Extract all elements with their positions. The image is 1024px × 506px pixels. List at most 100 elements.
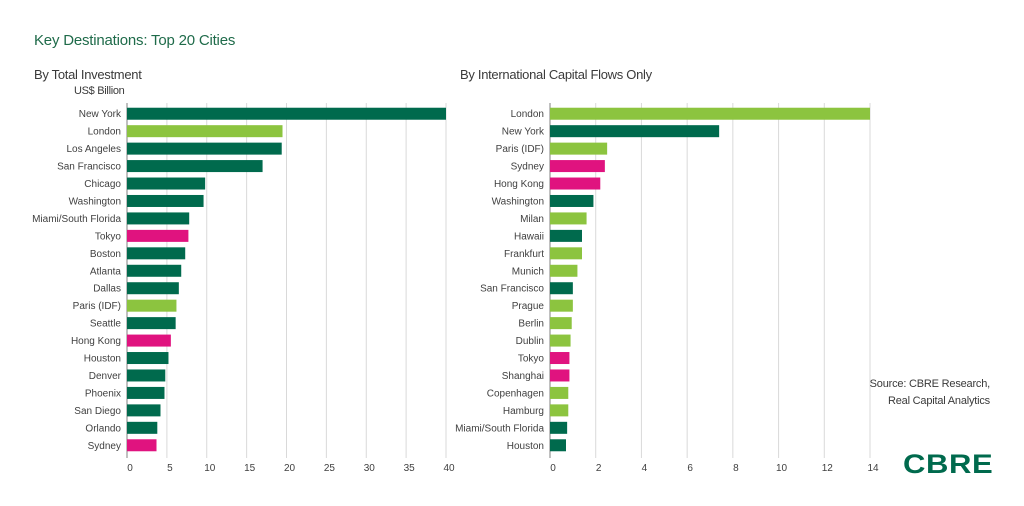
bar xyxy=(127,317,176,330)
bar xyxy=(127,194,204,207)
x-tick-label: 35 xyxy=(404,463,416,474)
bar xyxy=(550,439,566,452)
bar xyxy=(127,439,157,452)
category-label: Orlando xyxy=(85,423,121,434)
x-tick-label: 5 xyxy=(167,463,173,474)
category-label: Hamburg xyxy=(503,406,544,417)
bar xyxy=(550,194,594,207)
category-label: Paris (IDF) xyxy=(73,301,121,312)
category-label: New York xyxy=(502,127,545,138)
category-label: Tokyo xyxy=(518,354,545,365)
category-label: Milan xyxy=(520,214,544,225)
x-tick-label: 12 xyxy=(822,463,834,474)
bar xyxy=(127,264,182,277)
x-tick-label: 0 xyxy=(127,463,133,474)
category-label: Miami/South Florida xyxy=(455,423,544,434)
bar xyxy=(550,299,573,312)
bar xyxy=(550,282,573,295)
x-tick-label: 6 xyxy=(687,463,693,474)
category-label: Sydney xyxy=(88,441,121,452)
bar xyxy=(127,160,263,173)
x-tick-label: 14 xyxy=(867,463,879,474)
x-tick-label: 30 xyxy=(364,463,376,474)
bar xyxy=(550,107,870,120)
x-tick-label: 8 xyxy=(733,463,739,474)
category-label: San Francisco xyxy=(57,162,121,173)
x-tick-label: 20 xyxy=(284,463,296,474)
bar xyxy=(550,142,608,155)
category-label: Shanghai xyxy=(502,371,544,382)
category-label: Washington xyxy=(492,196,544,207)
x-tick-label: 40 xyxy=(443,463,455,474)
category-label: Washington xyxy=(69,196,121,207)
bar xyxy=(127,352,169,365)
category-label: Sydney xyxy=(511,162,544,173)
bar xyxy=(127,107,446,120)
bar xyxy=(550,177,601,190)
chart-1-title: By Total Investment xyxy=(34,67,142,82)
bar xyxy=(127,386,165,399)
bar xyxy=(127,247,186,260)
bar xyxy=(127,299,177,312)
bar xyxy=(127,282,179,295)
category-label: Berlin xyxy=(518,319,544,330)
x-tick-label: 15 xyxy=(244,463,256,474)
bar xyxy=(127,125,283,138)
bar xyxy=(127,177,206,190)
bar xyxy=(127,369,166,382)
bar xyxy=(127,142,282,155)
category-label: Tokyo xyxy=(95,231,122,242)
category-label: Dallas xyxy=(93,284,121,295)
bar xyxy=(550,369,570,382)
chart-1-unit-label: US$ Billion xyxy=(74,85,125,97)
category-label: New York xyxy=(79,109,122,120)
category-label: Prague xyxy=(512,301,545,312)
bar xyxy=(550,404,569,417)
source-note: Source: CBRE Research, Real Capital Anal… xyxy=(869,376,991,410)
bar xyxy=(550,421,568,434)
category-label: Hong Kong xyxy=(71,336,121,347)
bar xyxy=(550,212,587,225)
category-label: Seattle xyxy=(90,319,122,330)
category-label: Paris (IDF) xyxy=(496,144,544,155)
category-label: Houston xyxy=(507,441,544,452)
source-line-1: Source: CBRE Research, xyxy=(869,378,991,390)
category-label: Los Angeles xyxy=(67,144,122,155)
bar xyxy=(550,125,720,138)
bar xyxy=(550,334,571,347)
category-label: Boston xyxy=(90,249,121,260)
source-line-2: Real Capital Analytics xyxy=(888,395,990,407)
category-label: Denver xyxy=(89,371,122,382)
category-label: London xyxy=(88,127,121,138)
category-label: Miami/South Florida xyxy=(32,214,121,225)
bar xyxy=(127,334,171,347)
bar xyxy=(550,317,572,330)
bar xyxy=(550,352,570,365)
category-label: Houston xyxy=(84,354,121,365)
category-label: Copenhagen xyxy=(487,388,544,399)
bar xyxy=(550,247,582,260)
category-label: Chicago xyxy=(84,179,121,190)
bar xyxy=(127,212,190,225)
x-tick-label: 4 xyxy=(642,463,648,474)
bar xyxy=(550,160,605,173)
bar xyxy=(127,229,189,242)
x-tick-label: 0 xyxy=(550,463,556,474)
category-label: Hong Kong xyxy=(494,179,544,190)
x-tick-label: 10 xyxy=(204,463,216,474)
cbre-logo: CBRE xyxy=(903,449,994,479)
category-label: Dublin xyxy=(516,336,544,347)
x-tick-label: 10 xyxy=(776,463,788,474)
category-label: Munich xyxy=(512,266,544,277)
category-label: Frankfurt xyxy=(504,249,544,260)
bar xyxy=(127,421,158,434)
category-label: Phoenix xyxy=(85,388,121,399)
chart-2-title: By International Capital Flows Only xyxy=(460,67,652,82)
category-label: Hawaii xyxy=(514,231,544,242)
x-tick-label: 2 xyxy=(596,463,602,474)
bar xyxy=(127,404,161,417)
category-label: San Francisco xyxy=(480,284,544,295)
x-tick-label: 25 xyxy=(324,463,336,474)
